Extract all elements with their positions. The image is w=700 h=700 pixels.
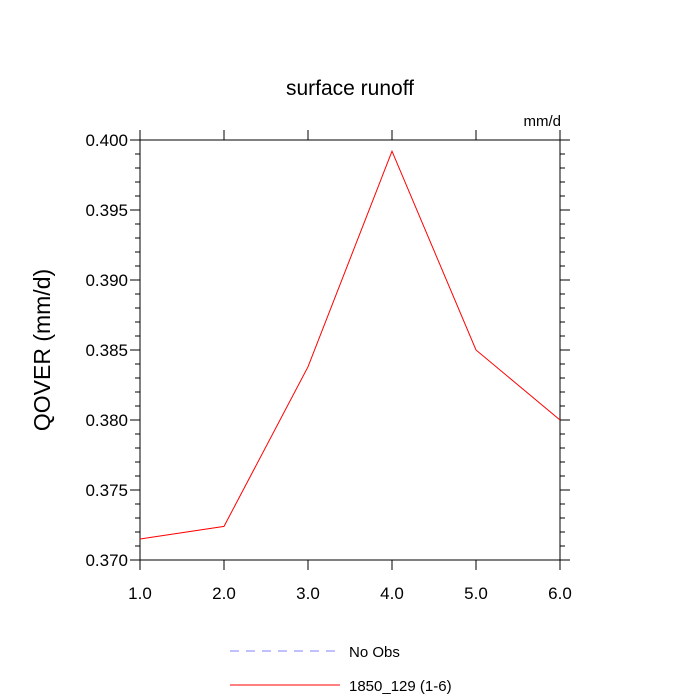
y-tick-label: 0.380 bbox=[85, 411, 128, 430]
legend-label-no-obs: No Obs bbox=[349, 644, 400, 661]
y-tick-label: 0.370 bbox=[85, 551, 128, 570]
x-tick-label: 2.0 bbox=[212, 584, 236, 603]
y-tick-label: 0.395 bbox=[85, 201, 128, 220]
x-tick-label: 4.0 bbox=[380, 584, 404, 603]
y-tick-label: 0.385 bbox=[85, 341, 128, 360]
legend-label-1850-129: 1850_129 (1-6) bbox=[349, 678, 452, 695]
chart-title: surface runoff bbox=[286, 77, 414, 100]
y-tick-label: 0.400 bbox=[85, 131, 128, 150]
x-tick-label: 3.0 bbox=[296, 584, 320, 603]
x-tick-label: 5.0 bbox=[464, 584, 488, 603]
y-axis-label: QOVER (mm/d) bbox=[29, 269, 55, 431]
plot-area: 0.370 0.375 0.380 0.385 0.390 0.395 0.400 1.0 2… bbox=[85, 130, 572, 603]
units-label: mm/d bbox=[524, 113, 562, 130]
plot-frame bbox=[139, 139, 561, 561]
y-tick-label: 0.390 bbox=[85, 271, 128, 290]
x-axis-ticks: 1.0 2.0 3.0 4.0 5.0 6.0 bbox=[128, 130, 572, 603]
legend: No Obs 1850_129 (1-6) bbox=[230, 644, 452, 695]
series-layer bbox=[139, 149, 561, 540]
x-tick-label: 6.0 bbox=[548, 584, 572, 603]
y-tick-label: 0.375 bbox=[85, 481, 128, 500]
y-axis-ticks: 0.370 0.375 0.380 0.385 0.390 0.395 0.400 bbox=[85, 131, 570, 570]
x-tick-label: 1.0 bbox=[128, 584, 152, 603]
series-line-1 bbox=[139, 149, 561, 540]
